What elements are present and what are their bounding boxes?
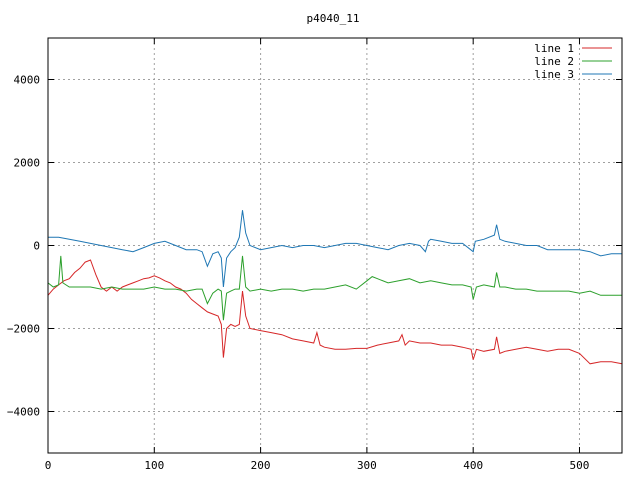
x-tick-label: 500 xyxy=(570,459,590,472)
series-line-2 xyxy=(47,255,622,321)
grid-lines xyxy=(48,38,622,453)
series-layer xyxy=(47,210,623,365)
x-tick-label: 0 xyxy=(45,459,52,472)
x-tick-label: 400 xyxy=(463,459,483,472)
legend-label: line 1 xyxy=(534,42,574,55)
x-tick-label: 300 xyxy=(357,459,377,472)
x-tick-label: 100 xyxy=(144,459,164,472)
chart-title: p4040_11 xyxy=(307,12,360,25)
legend-label: line 3 xyxy=(534,68,574,81)
y-tick-label: −4000 xyxy=(7,406,40,419)
y-tick-label: 4000 xyxy=(14,74,41,87)
y-tick-label: 2000 xyxy=(14,157,41,170)
y-tick-label: 0 xyxy=(33,240,40,253)
tick-layer: 0 100 200 300 400 500 −4000 −2000 0 2000 4000 xyxy=(7,38,622,472)
series-line-1 xyxy=(47,259,623,365)
y-tick-label: −2000 xyxy=(7,323,40,336)
x-tick-label: 200 xyxy=(251,459,271,472)
legend-label: line 2 xyxy=(534,55,574,68)
series-line-3 xyxy=(48,210,622,288)
